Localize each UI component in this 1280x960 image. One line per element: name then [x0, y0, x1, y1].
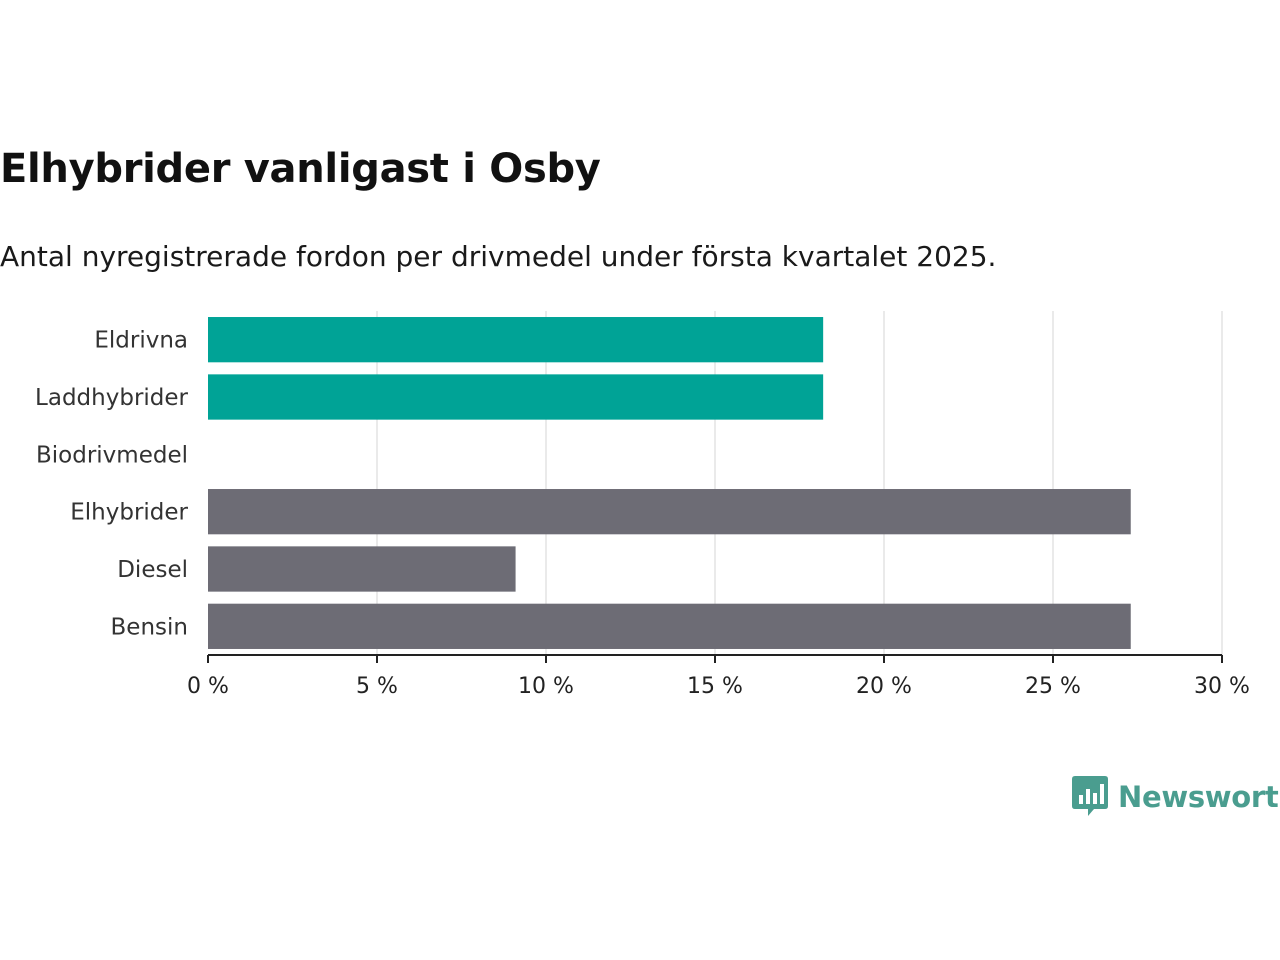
chart-title: Elhybrider vanligast i Osby [0, 146, 601, 192]
bar [208, 374, 824, 420]
category-label: Bensin [111, 614, 188, 640]
bar [208, 603, 1131, 649]
bar-chart: Eldrivna Laddhybrider Biodrivmedel Elhybrid… [35, 311, 1250, 699]
bar [208, 546, 516, 592]
chart-subtitle: Antal nyregistrerade fordon per drivmede… [0, 240, 997, 273]
x-tick-label: 10 % [518, 674, 574, 699]
x-tick-label: 25 % [1025, 674, 1081, 699]
x-tick-label: 30 % [1194, 674, 1250, 699]
bar [208, 317, 824, 363]
brand-name: Newsworthy [1118, 780, 1280, 814]
category-label: Eldrivna [94, 328, 188, 354]
x-tick-label: 0 % [187, 674, 229, 699]
category-label: Elhybrider [70, 500, 188, 526]
brand-logo: Newsworthy [1072, 776, 1280, 818]
x-tick-label: 15 % [687, 674, 743, 699]
newsworthy-bar-chart-icon [1072, 776, 1108, 816]
category-label: Laddhybrider [35, 385, 188, 411]
x-tick-label: 20 % [856, 674, 912, 699]
category-label: Diesel [117, 557, 188, 583]
category-label: Biodrivmedel [36, 442, 188, 468]
bar [208, 489, 1131, 535]
x-tick-label: 5 % [356, 674, 398, 699]
